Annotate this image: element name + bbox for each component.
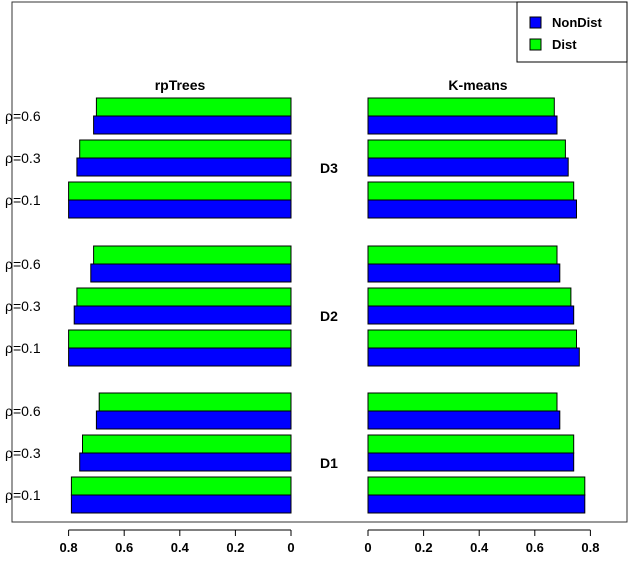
bar-d3-row3-kmeans-nondist	[367, 199, 577, 219]
bar-d3-row2-rptrees-nondist	[76, 157, 292, 177]
tick-label: 0.4	[171, 540, 190, 555]
bar-d1-row1-rptrees-dist	[98, 392, 292, 412]
bar-d2-row1-rptrees-nondist	[90, 263, 292, 283]
rho-label: ρ=0.1	[5, 192, 41, 208]
plot-frame	[11, 1, 628, 523]
rho-label: ρ=0.6	[5, 256, 41, 272]
legend: NonDist Dist	[516, 1, 628, 63]
rho-label: ρ=0.6	[5, 108, 41, 124]
bar-d1-row1-rptrees-nondist	[95, 410, 292, 430]
tick-label: 0	[287, 540, 294, 555]
tick-label: 0.8	[581, 540, 599, 555]
bar-d1-row2-kmeans-nondist	[367, 452, 575, 472]
tick-label: 0.8	[60, 540, 78, 555]
bar-d1-row3-rptrees-nondist	[70, 494, 292, 514]
group-label-d1: D1	[320, 455, 338, 471]
bar-d3-row1-kmeans-nondist	[367, 115, 558, 135]
bar-d3-row2-kmeans-dist	[367, 139, 566, 159]
bar-d2-row2-rptrees-nondist	[73, 305, 292, 325]
rho-label: ρ=0.3	[5, 150, 41, 166]
tick-label: 0.2	[226, 540, 244, 555]
bar-d1-row3-kmeans-dist	[367, 476, 586, 496]
bar-d2-row3-kmeans-dist	[367, 329, 577, 349]
group-label-d2: D2	[320, 308, 338, 324]
rho-label: ρ=0.1	[5, 487, 41, 503]
bar-d2-row1-rptrees-dist	[93, 245, 292, 265]
bar-d3-row2-kmeans-nondist	[367, 157, 569, 177]
tick-label: 0.6	[115, 540, 133, 555]
rho-label: ρ=0.1	[5, 340, 41, 356]
legend-label-dist: Dist	[552, 37, 577, 52]
bar-d1-row3-kmeans-nondist	[367, 494, 586, 514]
bar-d3-row3-kmeans-dist	[367, 181, 575, 201]
bar-d3-row1-rptrees-nondist	[93, 115, 292, 135]
bar-d1-row2-rptrees-nondist	[79, 452, 292, 472]
bar-d1-row1-kmeans-nondist	[367, 410, 561, 430]
bar-d1-row2-rptrees-dist	[82, 434, 292, 454]
tick-label: 0	[364, 540, 371, 555]
bar-d3-row2-rptrees-dist	[79, 139, 292, 159]
bar-d2-row1-kmeans-dist	[367, 245, 558, 265]
bar-d3-row1-kmeans-dist	[367, 97, 555, 117]
panel-title-kmeans: K-means	[448, 77, 507, 93]
rho-label: ρ=0.3	[5, 298, 41, 314]
tick-label: 0.6	[526, 540, 544, 555]
bar-d2-row1-kmeans-nondist	[367, 263, 561, 283]
tick-label: 0.4	[470, 540, 489, 555]
tick-label: 0.2	[415, 540, 433, 555]
legend-swatch-dist	[529, 38, 542, 51]
bar-d1-row2-kmeans-dist	[367, 434, 575, 454]
bar-d2-row3-kmeans-nondist	[367, 347, 580, 367]
bar-d1-row3-rptrees-dist	[70, 476, 292, 496]
panel-title-rptrees: rpTrees	[155, 77, 206, 93]
bar-d2-row2-kmeans-nondist	[367, 305, 575, 325]
labels-layer: ρ=0.6 ρ=0.3 ρ=0.1 D3 ρ=0.6 ρ=0.3 ρ=0.1 D2 ρ=0.6 ρ…	[5, 77, 508, 503]
bar-d3-row1-rptrees-dist	[95, 97, 292, 117]
bar-d3-row3-rptrees-nondist	[68, 199, 292, 219]
rho-label: ρ=0.3	[5, 445, 41, 461]
bar-d3-row3-rptrees-dist	[68, 181, 292, 201]
bars-layer	[68, 97, 586, 514]
bar-d2-row3-rptrees-dist	[68, 329, 292, 349]
rho-label: ρ=0.6	[5, 403, 41, 419]
bar-d2-row3-rptrees-nondist	[68, 347, 292, 367]
axes-layer: 0.8 0.6 0.4 0.2 0 0 0.2 0.4 0.6 0.8	[60, 529, 599, 555]
legend-label-nondist: NonDist	[552, 15, 603, 30]
bar-d2-row2-rptrees-dist	[76, 287, 292, 307]
legend-box	[516, 1, 628, 63]
bar-d1-row1-kmeans-dist	[367, 392, 558, 412]
legend-swatch-nondist	[529, 16, 542, 29]
bar-d2-row2-kmeans-dist	[367, 287, 572, 307]
group-label-d3: D3	[320, 160, 338, 176]
